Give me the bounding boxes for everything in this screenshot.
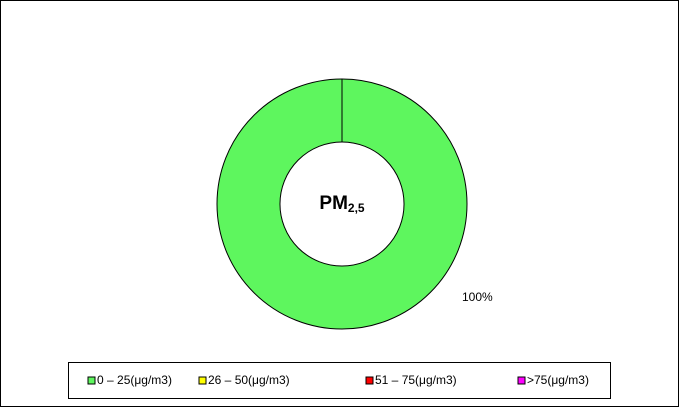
legend-label: 26 – 50(μg/m3)	[208, 373, 290, 387]
legend-label: >75(μg/m3)	[527, 373, 589, 387]
center-label: PM2,5	[319, 193, 365, 215]
legend-label: 0 – 25(μg/m3)	[97, 373, 172, 387]
center-label-main: PM	[319, 193, 348, 214]
donut-slice	[216, 78, 468, 330]
legend-swatch	[365, 376, 374, 385]
legend-swatch	[517, 376, 526, 385]
legend-swatch	[198, 376, 207, 385]
value-label: 100%	[462, 290, 493, 304]
center-label-subscript: 2,5	[348, 201, 365, 215]
legend-label: 51 – 75(μg/m3)	[375, 373, 457, 387]
legend-swatch	[87, 376, 96, 385]
